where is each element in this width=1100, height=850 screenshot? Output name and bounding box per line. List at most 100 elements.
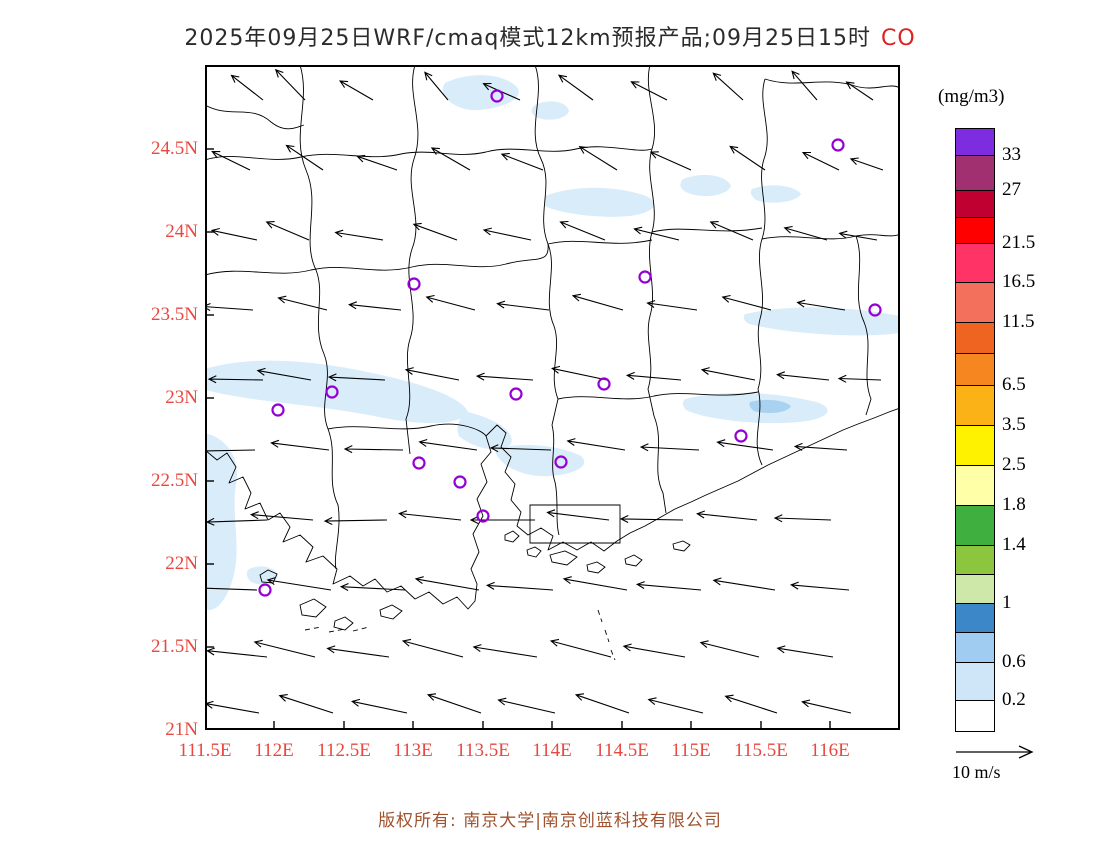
island-outline xyxy=(672,540,691,552)
wind-arrow xyxy=(249,511,314,521)
boundary-line xyxy=(651,227,763,233)
wind-arrow xyxy=(210,227,258,241)
wind-arrow xyxy=(424,71,449,101)
colorbar-tick-label: 21.5 xyxy=(1002,232,1036,253)
wind-arrow xyxy=(418,438,478,451)
lon-label: 116E xyxy=(810,740,850,761)
wind-arrow xyxy=(574,693,630,714)
wind-arrow xyxy=(549,638,612,658)
island-outline xyxy=(333,616,354,631)
concentration-patch xyxy=(743,307,900,336)
wind-arrow xyxy=(712,577,776,591)
boundary-line xyxy=(411,243,549,268)
colorbar-cell xyxy=(956,129,994,156)
concentration-patch xyxy=(531,101,569,120)
boundary-line xyxy=(653,415,667,514)
wind-arrow xyxy=(205,302,254,311)
station-marker xyxy=(453,475,467,489)
colorbar-cell xyxy=(956,191,994,218)
lat-label: 22.5N xyxy=(151,470,198,491)
wind-arrow xyxy=(266,577,332,591)
boundary-line xyxy=(547,239,653,245)
wind-arrow xyxy=(635,581,702,591)
wind-arrow xyxy=(230,74,264,101)
wind-arrow xyxy=(401,638,464,658)
boundary-line xyxy=(485,146,653,153)
wind-arrow xyxy=(253,639,316,658)
island-outline xyxy=(504,530,520,543)
wind-arrow xyxy=(285,144,324,171)
wind-arrow xyxy=(339,80,374,101)
colorbar-tick-label: 2.5 xyxy=(1002,454,1026,475)
wind-arrow xyxy=(793,442,848,451)
colorbar-cell xyxy=(956,604,994,633)
wind-arrow xyxy=(326,645,390,658)
lon-label: 112E xyxy=(254,740,294,761)
wind-arrow xyxy=(256,367,312,381)
wind-arrow xyxy=(550,365,608,381)
wind-arrow xyxy=(625,371,682,381)
wind-arrow xyxy=(849,157,884,171)
wind-arrow xyxy=(205,446,256,455)
colorbar-tick-label: 1 xyxy=(1002,592,1012,613)
wind-arrow xyxy=(789,581,850,591)
colorbar-tick-label: 0.2 xyxy=(1002,689,1026,710)
boundary-line xyxy=(855,235,872,416)
lon-label: 112.5E xyxy=(317,740,371,761)
wind-arrow xyxy=(783,225,828,241)
boundary-line xyxy=(551,424,560,536)
colorbar-tick-label: 11.5 xyxy=(1002,311,1035,332)
wind-arrow xyxy=(339,582,406,591)
colorbar-tick-label: 33 xyxy=(1002,144,1021,165)
colorbar-cell xyxy=(956,244,994,283)
colorbar-tick-label: 16.5 xyxy=(1002,271,1036,292)
wind-arrow xyxy=(398,510,462,521)
wind-arrow xyxy=(274,68,306,101)
wind-arrow xyxy=(277,295,328,311)
wind-arrow xyxy=(497,697,556,714)
boundary-line xyxy=(557,391,759,400)
colorbar-cell xyxy=(956,575,994,604)
wind-arrow xyxy=(205,700,260,714)
station-marker xyxy=(868,303,882,317)
wind-arrow xyxy=(348,301,402,311)
wind-arrow xyxy=(571,293,624,311)
wind-arrow xyxy=(699,640,760,658)
boundary-line xyxy=(327,428,340,570)
wind-arrow xyxy=(838,230,878,241)
colorbar-cell xyxy=(956,546,994,575)
concentration-patch xyxy=(680,175,731,197)
colorbar-cell xyxy=(956,701,994,731)
wind-arrow xyxy=(557,74,594,101)
boundary-line xyxy=(761,233,900,240)
boundary-line xyxy=(764,78,900,89)
lat-label: 21N xyxy=(165,719,198,740)
lat-label: 21.5N xyxy=(151,636,198,657)
island-outline xyxy=(259,569,278,584)
lat-label: 22N xyxy=(165,553,198,574)
colorbar xyxy=(955,128,995,732)
wind-arrow xyxy=(729,145,766,171)
island-outline xyxy=(624,554,643,567)
wind-arrow xyxy=(709,221,754,241)
station-marker xyxy=(597,377,611,391)
map-frame xyxy=(205,65,900,730)
colorbar-cell xyxy=(956,663,994,701)
lon-label: 113E xyxy=(393,740,433,761)
wind-arrow xyxy=(845,81,874,101)
wind-arrow xyxy=(426,693,482,714)
wind-arrow xyxy=(801,151,840,171)
wind-arrow xyxy=(270,439,330,451)
wind-arrow xyxy=(630,81,668,101)
wind-arrow xyxy=(633,226,680,241)
wind-arrow xyxy=(482,227,532,241)
wind-arrow xyxy=(559,220,606,241)
island-outline xyxy=(379,604,403,620)
dashed-boundary xyxy=(304,626,322,631)
colorbar-tick-label: 1.4 xyxy=(1002,534,1026,555)
station-marker xyxy=(258,583,272,597)
wind-arrow xyxy=(412,222,458,241)
colorbar-cell xyxy=(956,323,994,354)
forecast-map xyxy=(205,65,900,730)
wind-arrow xyxy=(716,439,774,451)
